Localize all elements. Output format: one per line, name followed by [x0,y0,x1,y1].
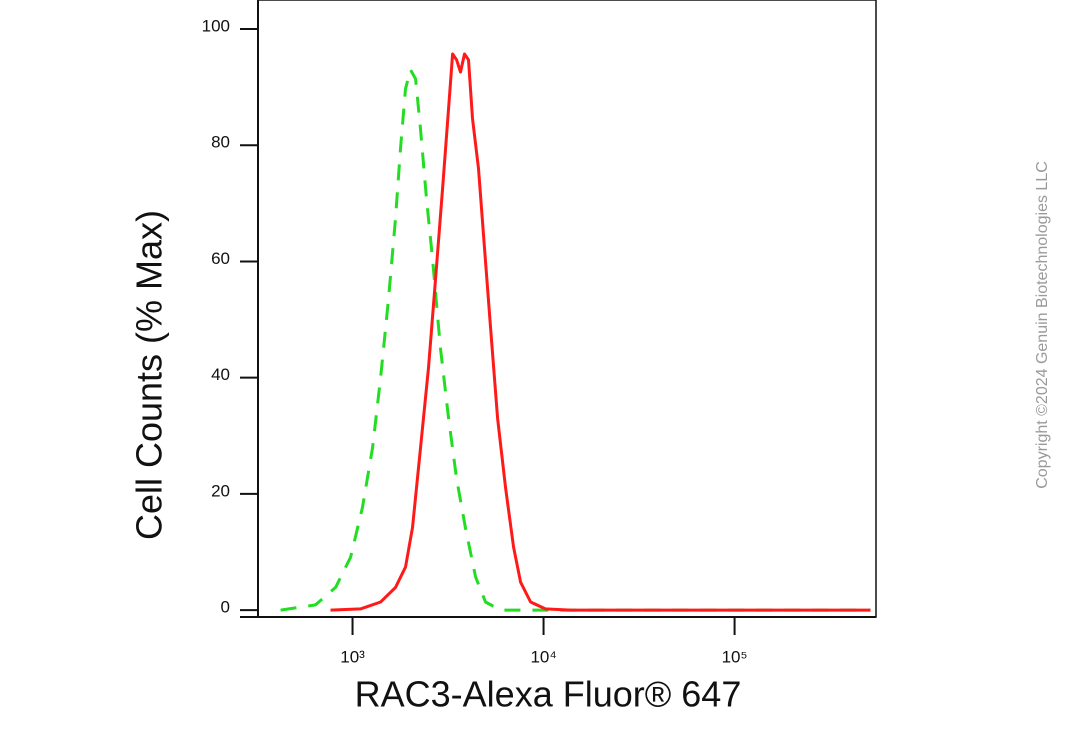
x-tick-label: 10³ [340,647,365,666]
plot-frame [257,0,877,618]
y-tick-label: 80 [211,133,230,152]
y-tick-label: 100 [202,17,230,36]
y-tick-label: 0 [221,598,230,617]
x-tick-label: 10⁵ [722,647,748,666]
copyright: Copyright ©2024 Genuin Biotechnologies L… [1034,161,1051,489]
histogram-line [280,68,871,612]
histogram-line [330,52,871,612]
x-axis-title: RAC3-Alexa Fluor® 647 [355,674,742,715]
y-tick-label: 60 [211,249,230,268]
y-tick-label: 20 [211,481,230,500]
x-tick-label: 10⁴ [530,647,556,666]
y-axis-title: Cell Counts (% Max) [129,210,170,540]
y-tick-label: 40 [211,365,230,384]
